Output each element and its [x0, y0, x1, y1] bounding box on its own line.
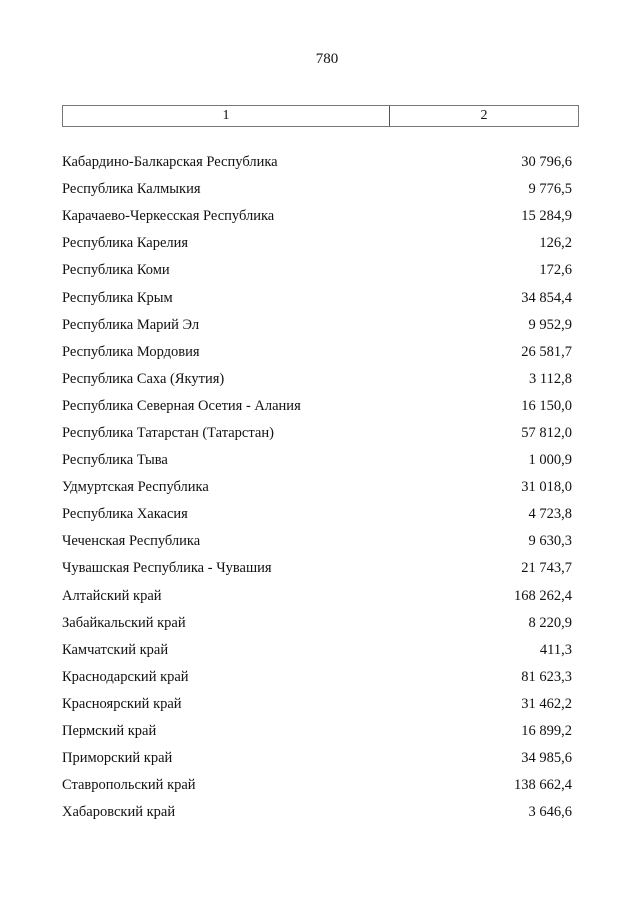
table-row: Камчатский край 411,3 — [62, 637, 572, 664]
table-row: Удмуртская Республика 31 018,0 — [62, 474, 572, 501]
region-name: Алтайский край — [62, 587, 162, 604]
table-row: Республика Коми 172,6 — [62, 257, 572, 284]
region-value: 31 018,0 — [521, 479, 572, 496]
table-row: Красноярский край 31 462,2 — [62, 691, 572, 718]
region-name: Республика Карелия — [62, 235, 189, 252]
region-value: 16 150,0 — [521, 397, 572, 414]
table-body: Кабардино-Балкарская Республика 30 796,6 Р… — [62, 149, 572, 826]
region-name: Республика Тыва — [62, 452, 168, 469]
region-name: Удмуртская Республика — [62, 479, 209, 496]
region-name: Карачаево-Черкесская Республика — [62, 208, 275, 225]
region-name: Республика Саха (Якутия) — [62, 370, 225, 387]
table-row: Республика Северная Осетия - Алания 16 15… — [62, 393, 572, 420]
region-value: 3 112,8 — [529, 370, 572, 387]
region-value: 4 723,8 — [528, 506, 573, 523]
region-value: 172,6 — [539, 262, 572, 279]
region-value: 9 952,9 — [528, 316, 573, 333]
region-value: 21 743,7 — [521, 560, 572, 577]
table-row: Хабаровский край 3 646,6 — [62, 799, 572, 826]
region-name: Республика Мордовия — [62, 343, 200, 360]
region-value: 9 630,3 — [528, 533, 573, 550]
table-row: Республика Тыва 1 000,9 — [62, 447, 572, 474]
region-value: 34 985,6 — [521, 750, 572, 767]
table-row: Кабардино-Балкарская Республика 30 796,6 — [62, 149, 572, 176]
table-row: Республика Татарстан (Татарстан) 57 812,0 — [62, 420, 572, 447]
region-value: 138 662,4 — [514, 777, 572, 794]
region-name: Республика Крым — [62, 289, 173, 306]
region-name: Чувашская Республика - Чувашия — [62, 560, 272, 577]
region-name: Республика Хакасия — [62, 506, 188, 523]
region-value: 34 854,4 — [521, 289, 572, 306]
table-row: Приморский край 34 985,6 — [62, 745, 572, 772]
page-number: 780 — [315, 51, 339, 67]
column-header-1: 1 — [63, 106, 390, 126]
region-name: Республика Татарстан (Татарстан) — [62, 424, 274, 441]
region-name: Ставропольский край — [62, 777, 196, 794]
table-row: Чувашская Республика - Чувашия 21 743,7 — [62, 555, 572, 582]
table-row: Республика Крым 34 854,4 — [62, 284, 572, 311]
table-header: 1 2 — [62, 105, 579, 127]
table-row: Алтайский край 168 262,4 — [62, 583, 572, 610]
region-name: Республика Коми — [62, 262, 170, 279]
table-row: Республика Карелия 126,2 — [62, 230, 572, 257]
region-name: Хабаровский край — [62, 804, 176, 821]
table-row: Республика Хакасия 4 723,8 — [62, 501, 572, 528]
region-value: 57 812,0 — [521, 424, 572, 441]
table-row: Пермский край 16 899,2 — [62, 718, 572, 745]
region-value: 9 776,5 — [528, 181, 573, 198]
region-value: 3 646,6 — [528, 804, 573, 821]
region-name: Краснодарский край — [62, 668, 189, 685]
region-name: Кабардино-Балкарская Республика — [62, 154, 278, 171]
region-name: Республика Калмыкия — [62, 181, 201, 198]
region-value: 30 796,6 — [521, 154, 572, 171]
table-row: Карачаево-Черкесская Республика 15 284,9 — [62, 203, 572, 230]
region-name: Пермский край — [62, 723, 157, 740]
region-value: 81 623,3 — [521, 668, 572, 685]
region-name: Забайкальский край — [62, 614, 186, 631]
table-row: Республика Мордовия 26 581,7 — [62, 339, 572, 366]
region-value: 16 899,2 — [521, 723, 572, 740]
table-row: Республика Марий Эл 9 952,9 — [62, 312, 572, 339]
table-row: Чеченская Республика 9 630,3 — [62, 528, 572, 555]
region-value: 126,2 — [539, 235, 572, 252]
region-value: 8 220,9 — [528, 614, 573, 631]
table-row: Краснодарский край 81 623,3 — [62, 664, 572, 691]
region-name: Красноярский край — [62, 695, 182, 712]
region-value: 411,3 — [539, 641, 572, 658]
region-name: Приморский край — [62, 750, 173, 767]
region-name: Республика Марий Эл — [62, 316, 200, 333]
region-value: 1 000,9 — [528, 452, 573, 469]
region-name: Камчатский край — [62, 641, 169, 658]
column-header-2: 2 — [480, 108, 488, 123]
region-value: 26 581,7 — [521, 343, 572, 360]
region-name: Республика Северная Осетия - Алания — [62, 397, 301, 414]
table-row: Республика Калмыкия 9 776,5 — [62, 176, 572, 203]
table-row: Забайкальский край 8 220,9 — [62, 610, 572, 637]
region-value: 15 284,9 — [521, 208, 572, 225]
region-value: 31 462,2 — [521, 695, 572, 712]
region-name: Чеченская Республика — [62, 533, 201, 550]
table-row: Ставропольский край 138 662,4 — [62, 772, 572, 799]
table-row: Республика Саха (Якутия) 3 112,8 — [62, 366, 572, 393]
region-value: 168 262,4 — [514, 587, 572, 604]
